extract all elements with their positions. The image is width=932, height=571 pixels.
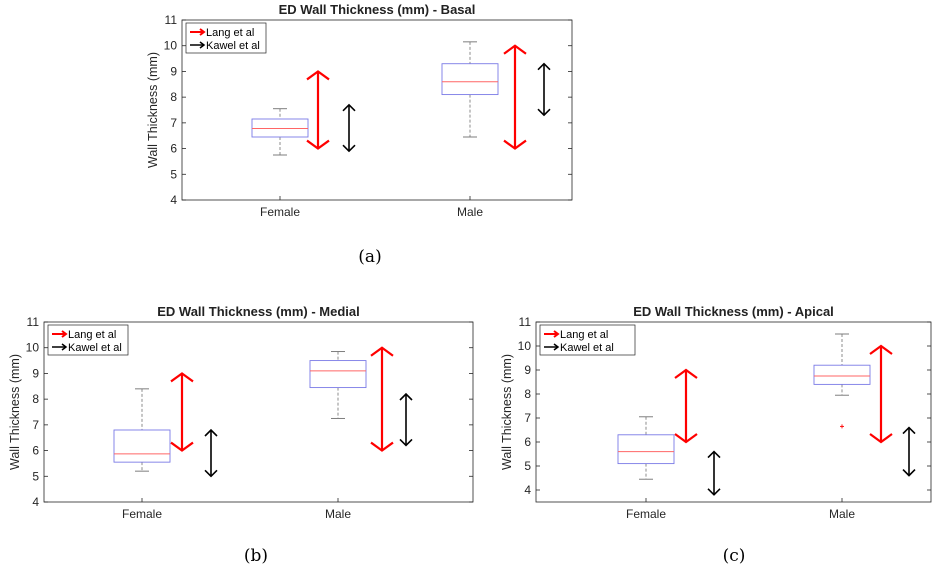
y-tick-label: 6	[170, 142, 177, 156]
legend-label: Lang et al	[206, 27, 254, 39]
subfigure-caption: (c)	[723, 546, 746, 566]
kawel-range-arrow-female-head-top	[342, 103, 356, 112]
chart-title: ED Wall Thickness (mm) - Apical	[633, 304, 834, 319]
x-tick-label: Female	[626, 507, 666, 521]
legend-swatch-arrowhead	[553, 343, 560, 351]
box-iqr	[309, 360, 367, 389]
kawel-range-arrow-female-head-top	[204, 428, 218, 437]
chart-panel-2: ED Wall Thickness (mm) - Medial 4 5 6 7 8 9 10 1…	[8, 304, 474, 566]
y-tick-label: 8	[170, 90, 177, 104]
boxplot-female	[251, 108, 309, 156]
y-tick-label: 4	[32, 495, 39, 509]
y-tick-label: 6	[32, 444, 39, 458]
boxplot-male	[813, 333, 871, 429]
x-tick-label: Male	[457, 205, 483, 219]
lang-range-arrow-male-head-bottom	[370, 441, 394, 452]
y-tick-label: 4	[170, 193, 177, 207]
box-iqr	[813, 364, 871, 385]
legend-swatch-arrowhead	[61, 330, 68, 338]
chart-title: ED Wall Thickness (mm) - Basal	[279, 2, 476, 17]
legend-label: Lang et al	[68, 329, 116, 341]
y-tick-label: 7	[524, 411, 531, 425]
kawel-range-arrow-male-head-bottom	[537, 108, 551, 117]
legend-label: Kawel et al	[560, 342, 614, 354]
legend-swatch-arrowhead	[553, 330, 560, 338]
kawel-range-arrow-female-head-bottom	[342, 144, 356, 153]
chart-panel-1: ED Wall Thickness (mm) - Basal 4 5 6 7 8 9 10 11…	[146, 2, 573, 267]
y-tick-label: 10	[26, 341, 40, 355]
kawel-range-arrow-male-head-bottom	[902, 469, 916, 477]
kawel-range-arrow-male-head-top	[537, 62, 551, 71]
subfigure-caption: (b)	[244, 546, 268, 566]
box-iqr	[113, 429, 171, 463]
lang-range-arrow-female-head-bottom	[674, 433, 698, 444]
lang-range-arrow-female-head-top	[306, 70, 330, 81]
y-tick-label: 7	[170, 116, 177, 130]
boxplot-male	[309, 351, 367, 419]
chart-title: ED Wall Thickness (mm) - Medial	[157, 304, 360, 319]
legend-swatch-arrowhead	[199, 28, 206, 36]
y-axis-label: Wall Thickness (mm)	[8, 354, 22, 470]
y-tick-label: 8	[524, 387, 531, 401]
lang-range-arrow-male-head-top	[370, 346, 394, 357]
legend-box	[185, 22, 267, 54]
x-tick-label: Male	[829, 507, 855, 521]
lang-range-arrow-female-head-bottom	[170, 441, 194, 452]
box-iqr	[617, 434, 675, 465]
kawel-range-arrow-female-head-bottom	[204, 469, 218, 478]
lang-range-arrow-male-head-top	[869, 344, 893, 355]
y-tick-label: 10	[518, 339, 532, 353]
kawel-range-arrow-male-head-top	[902, 426, 916, 435]
box-iqr	[251, 118, 309, 138]
legend-label: Lang et al	[560, 329, 608, 341]
lang-range-arrow-male-head-bottom	[503, 139, 527, 150]
legend-swatch-arrowhead	[199, 41, 206, 49]
legend-label: Kawel et al	[206, 40, 260, 52]
lang-range-arrow-male-head-bottom	[869, 433, 893, 444]
kawel-range-arrow-female-head-top	[707, 450, 721, 459]
boxplot-female	[617, 416, 675, 480]
boxplot-male	[441, 41, 499, 138]
y-tick-label: 5	[32, 469, 39, 483]
y-tick-label: 11	[165, 13, 178, 27]
y-tick-label: 5	[170, 167, 177, 181]
y-tick-label: 8	[32, 392, 39, 406]
y-tick-label: 4	[524, 483, 531, 497]
lang-range-arrow-female-head-top	[674, 368, 698, 379]
x-tick-label: Female	[122, 507, 162, 521]
legend-swatch-arrowhead	[61, 343, 68, 351]
box-iqr	[441, 63, 499, 96]
legend-box	[47, 324, 129, 356]
y-axis-label: Wall Thickness (mm)	[146, 52, 160, 168]
y-tick-label: 9	[170, 64, 177, 78]
y-tick-label: 11	[27, 315, 40, 329]
y-axis-label: Wall Thickness (mm)	[500, 354, 514, 470]
lang-range-arrow-female-head-top	[170, 372, 194, 383]
y-tick-label: 6	[524, 435, 531, 449]
subfigure-caption: (a)	[358, 247, 381, 267]
lang-range-arrow-female-head-bottom	[306, 139, 330, 150]
y-tick-label: 11	[519, 315, 532, 329]
kawel-range-arrow-male-head-bottom	[399, 438, 413, 447]
kawel-range-arrow-female-head-bottom	[707, 488, 721, 496]
chart-panel-3: ED Wall Thickness (mm) - Apical 4 5 6 7 8 9 10 1…	[500, 304, 932, 566]
y-tick-label: 10	[164, 39, 178, 53]
boxplot-female	[113, 388, 171, 472]
y-tick-label: 9	[32, 366, 39, 380]
lang-range-arrow-male-head-top	[503, 44, 527, 55]
x-tick-label: Female	[260, 205, 300, 219]
legend-label: Kawel et al	[68, 342, 122, 354]
kawel-range-arrow-male-head-top	[399, 392, 413, 401]
x-tick-label: Male	[325, 507, 351, 521]
legend-box	[539, 324, 636, 356]
y-tick-label: 7	[32, 418, 39, 432]
y-tick-label: 9	[524, 363, 531, 377]
y-tick-label: 5	[524, 459, 531, 473]
